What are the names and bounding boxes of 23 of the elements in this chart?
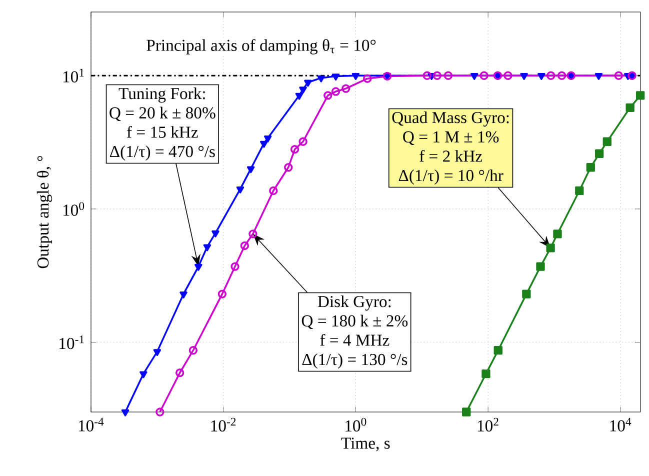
x-tick-label: 10$^{-2}$ (211, 418, 236, 432)
ref-line-label: Principal axis of damping θ$_{τ}$ = 10° (146, 39, 376, 54)
y-tick-label: 10$^{-1}$ (60, 335, 84, 350)
annotation: f = 4 MHz (320, 334, 390, 346)
x-tick-label: 10$^{0}$ (346, 418, 366, 432)
x-tick-label: 10$^{-4}$ (78, 418, 104, 432)
annotation: Quad Mass Gyro: (392, 111, 509, 127)
x-axis-title: Time, s (341, 438, 390, 452)
y-tick-label: 10$^{0}$ (63, 202, 84, 216)
annotation: Q = 20 k ± 80% (110, 106, 216, 122)
x-tick-label: 10$^{4}$ (610, 418, 632, 432)
annotation: Disk Gyro: (318, 295, 391, 311)
annotation: Δ(1/τ) = 470 °/s (110, 145, 215, 161)
annotation: Δ(1/τ) = 130 °/s (302, 353, 408, 369)
annotation: Q = 1 M ± 1% (403, 131, 499, 146)
annotation: Q = 180 k ± 2% (302, 314, 408, 330)
x-tick-label: 10$^{2}$ (478, 418, 498, 432)
y-tick-label: 10$^{1}$ (63, 68, 84, 82)
annotation: Tuning Fork: (118, 87, 205, 103)
y-axis-title: Output angle θ, ° (36, 156, 52, 268)
annotation: f = 15 kHz (126, 126, 198, 138)
annotation: f = 2 kHz (420, 150, 482, 162)
annotation: Δ(1/τ) = 10 °/hr (398, 169, 504, 185)
